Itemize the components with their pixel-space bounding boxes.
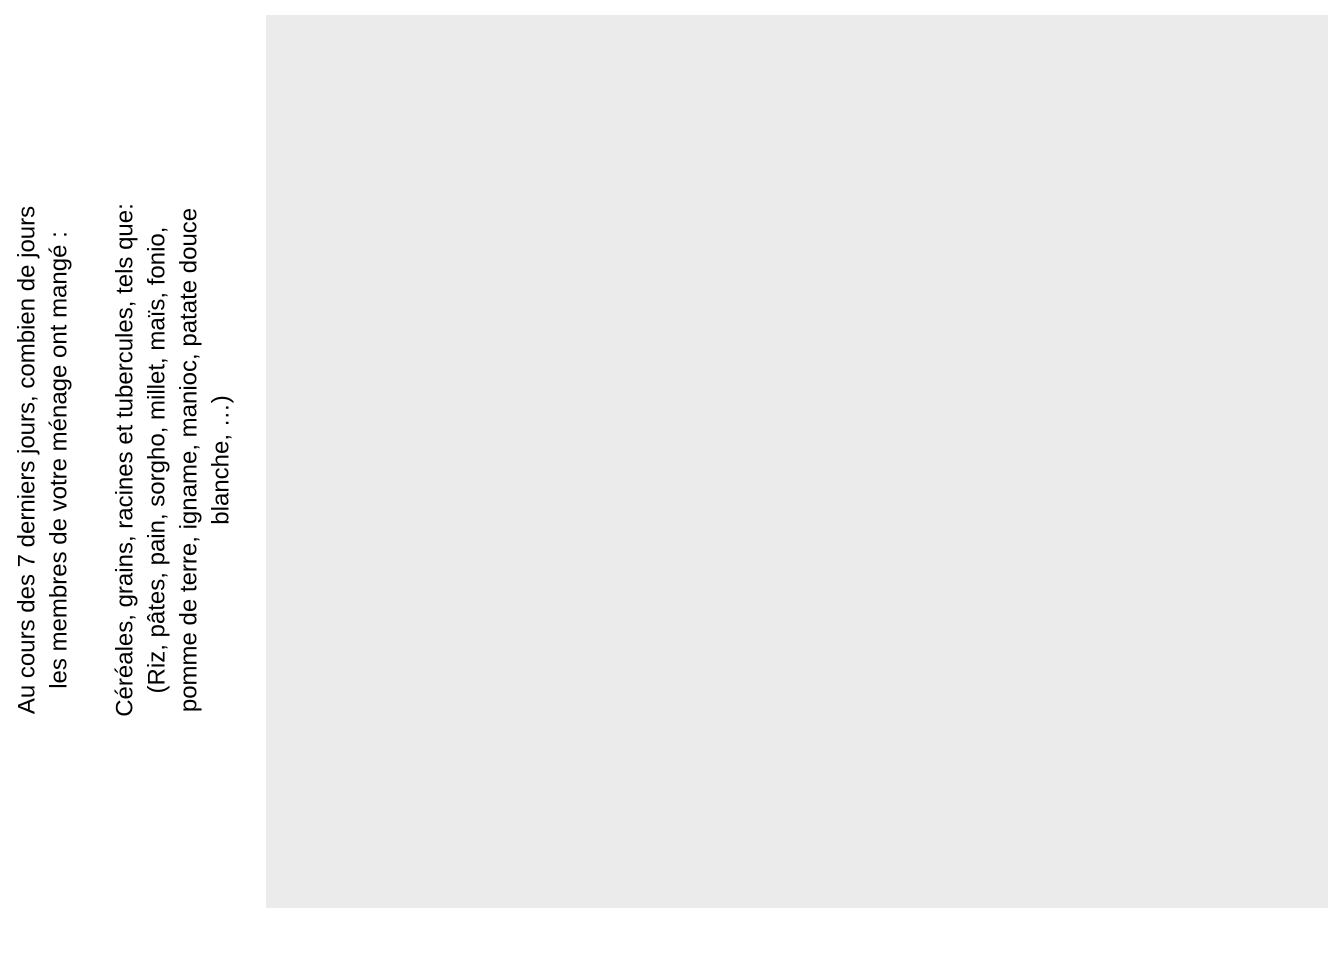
y-title-line: (Riz, pâtes, pain, sorgho, millet, maïs,…: [143, 227, 170, 694]
y-axis-title: Au cours des 7 derniers jours, combien d…: [13, 203, 234, 717]
y-title-line: Céréales, grains, racines et tubercules,…: [111, 203, 138, 717]
y-title-line: Au cours des 7 derniers jours, combien d…: [13, 206, 40, 714]
y-title-line: blanche, …): [207, 395, 234, 524]
y-title-line: les membres de votre ménage ont mangé :: [45, 231, 72, 689]
y-title-line: pomme de terre, igname, manioc, patate d…: [175, 208, 202, 712]
panel: [266, 15, 1328, 908]
